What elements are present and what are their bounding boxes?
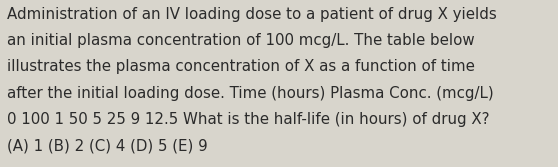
Text: Administration of an IV loading dose to a patient of drug X yields: Administration of an IV loading dose to … <box>7 7 497 22</box>
Text: after the initial loading dose. Time (hours) Plasma Conc. (mcg/L): after the initial loading dose. Time (ho… <box>7 86 494 101</box>
Text: illustrates the plasma concentration of X as a function of time: illustrates the plasma concentration of … <box>7 59 475 74</box>
Text: (A) 1 (B) 2 (C) 4 (D) 5 (E) 9: (A) 1 (B) 2 (C) 4 (D) 5 (E) 9 <box>7 139 208 154</box>
Text: 0 100 1 50 5 25 9 12.5 What is the half-life (in hours) of drug X?: 0 100 1 50 5 25 9 12.5 What is the half-… <box>7 112 490 127</box>
Text: an initial plasma concentration of 100 mcg/L. The table below: an initial plasma concentration of 100 m… <box>7 33 475 48</box>
